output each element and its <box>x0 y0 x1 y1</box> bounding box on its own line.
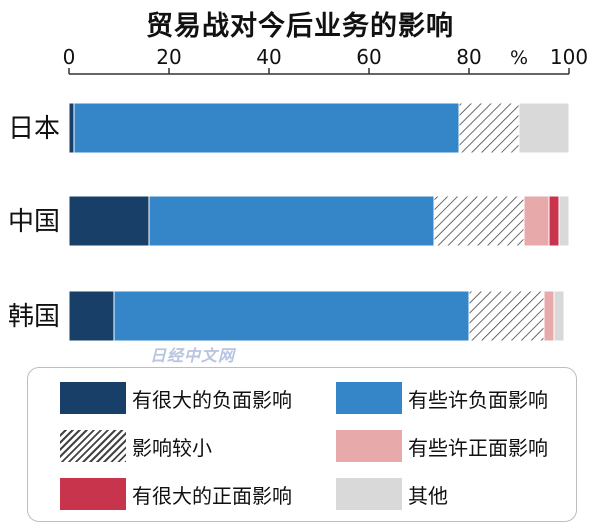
watermark: 日经中文网 <box>150 346 236 365</box>
legend-label: 影响较小 <box>132 435 212 460</box>
bar-segment <box>543 290 555 342</box>
bar-segment <box>523 195 550 247</box>
bar-segment <box>518 102 570 154</box>
legend-swatch <box>60 478 126 510</box>
x-tick-label: 0 <box>63 45 76 69</box>
bar-segment <box>68 290 115 342</box>
legend-item: 有很大的负面影响 <box>60 380 292 416</box>
x-tick-label: 20 <box>156 45 181 69</box>
chart-title: 贸易战对今后业务的影响 <box>146 11 454 42</box>
bar-segment <box>113 290 470 342</box>
bar-segment <box>548 195 560 247</box>
bar-segment <box>73 102 460 154</box>
legend-swatch <box>60 430 126 462</box>
legend-item: 有些许正面影响 <box>336 428 548 464</box>
bar-segment <box>68 102 75 154</box>
legend-label: 有些许负面影响 <box>408 387 548 412</box>
x-tick-label: 100 <box>550 45 588 69</box>
legend-item: 其他 <box>336 476 448 512</box>
bar-segment <box>148 195 435 247</box>
legend-label: 有很大的负面影响 <box>132 387 292 412</box>
bar-segment <box>468 290 545 342</box>
category-label: 中国 <box>8 207 60 237</box>
legend-swatch <box>60 382 126 414</box>
legend-label: 有很大的正面影响 <box>132 483 292 508</box>
legend-item: 有很大的正面影响 <box>60 476 292 512</box>
bar-segment <box>558 195 570 247</box>
category-label: 韩国 <box>8 302 60 332</box>
bar-segment <box>458 102 520 154</box>
legend-label: 有些许正面影响 <box>408 435 548 460</box>
x-unit-label: % <box>510 47 528 69</box>
legend: 有很大的负面影响 有些许负面影响影响较小 有些许正面影响有很大的正面影响 其他 <box>27 367 577 522</box>
legend-item: 有些许负面影响 <box>336 380 548 416</box>
legend-label: 其他 <box>408 483 448 508</box>
bar-segment <box>68 195 150 247</box>
legend-item: 影响较小 <box>60 428 212 464</box>
x-tick-label: 80 <box>456 45 481 69</box>
category-label: 日本 <box>8 114 60 144</box>
bar-segment <box>553 290 565 342</box>
legend-swatch <box>336 478 402 510</box>
legend-swatch <box>336 382 402 414</box>
bar-segment <box>433 195 525 247</box>
x-tick-label: 60 <box>356 45 381 69</box>
legend-swatch <box>336 430 402 462</box>
x-tick-label: 40 <box>256 45 281 69</box>
